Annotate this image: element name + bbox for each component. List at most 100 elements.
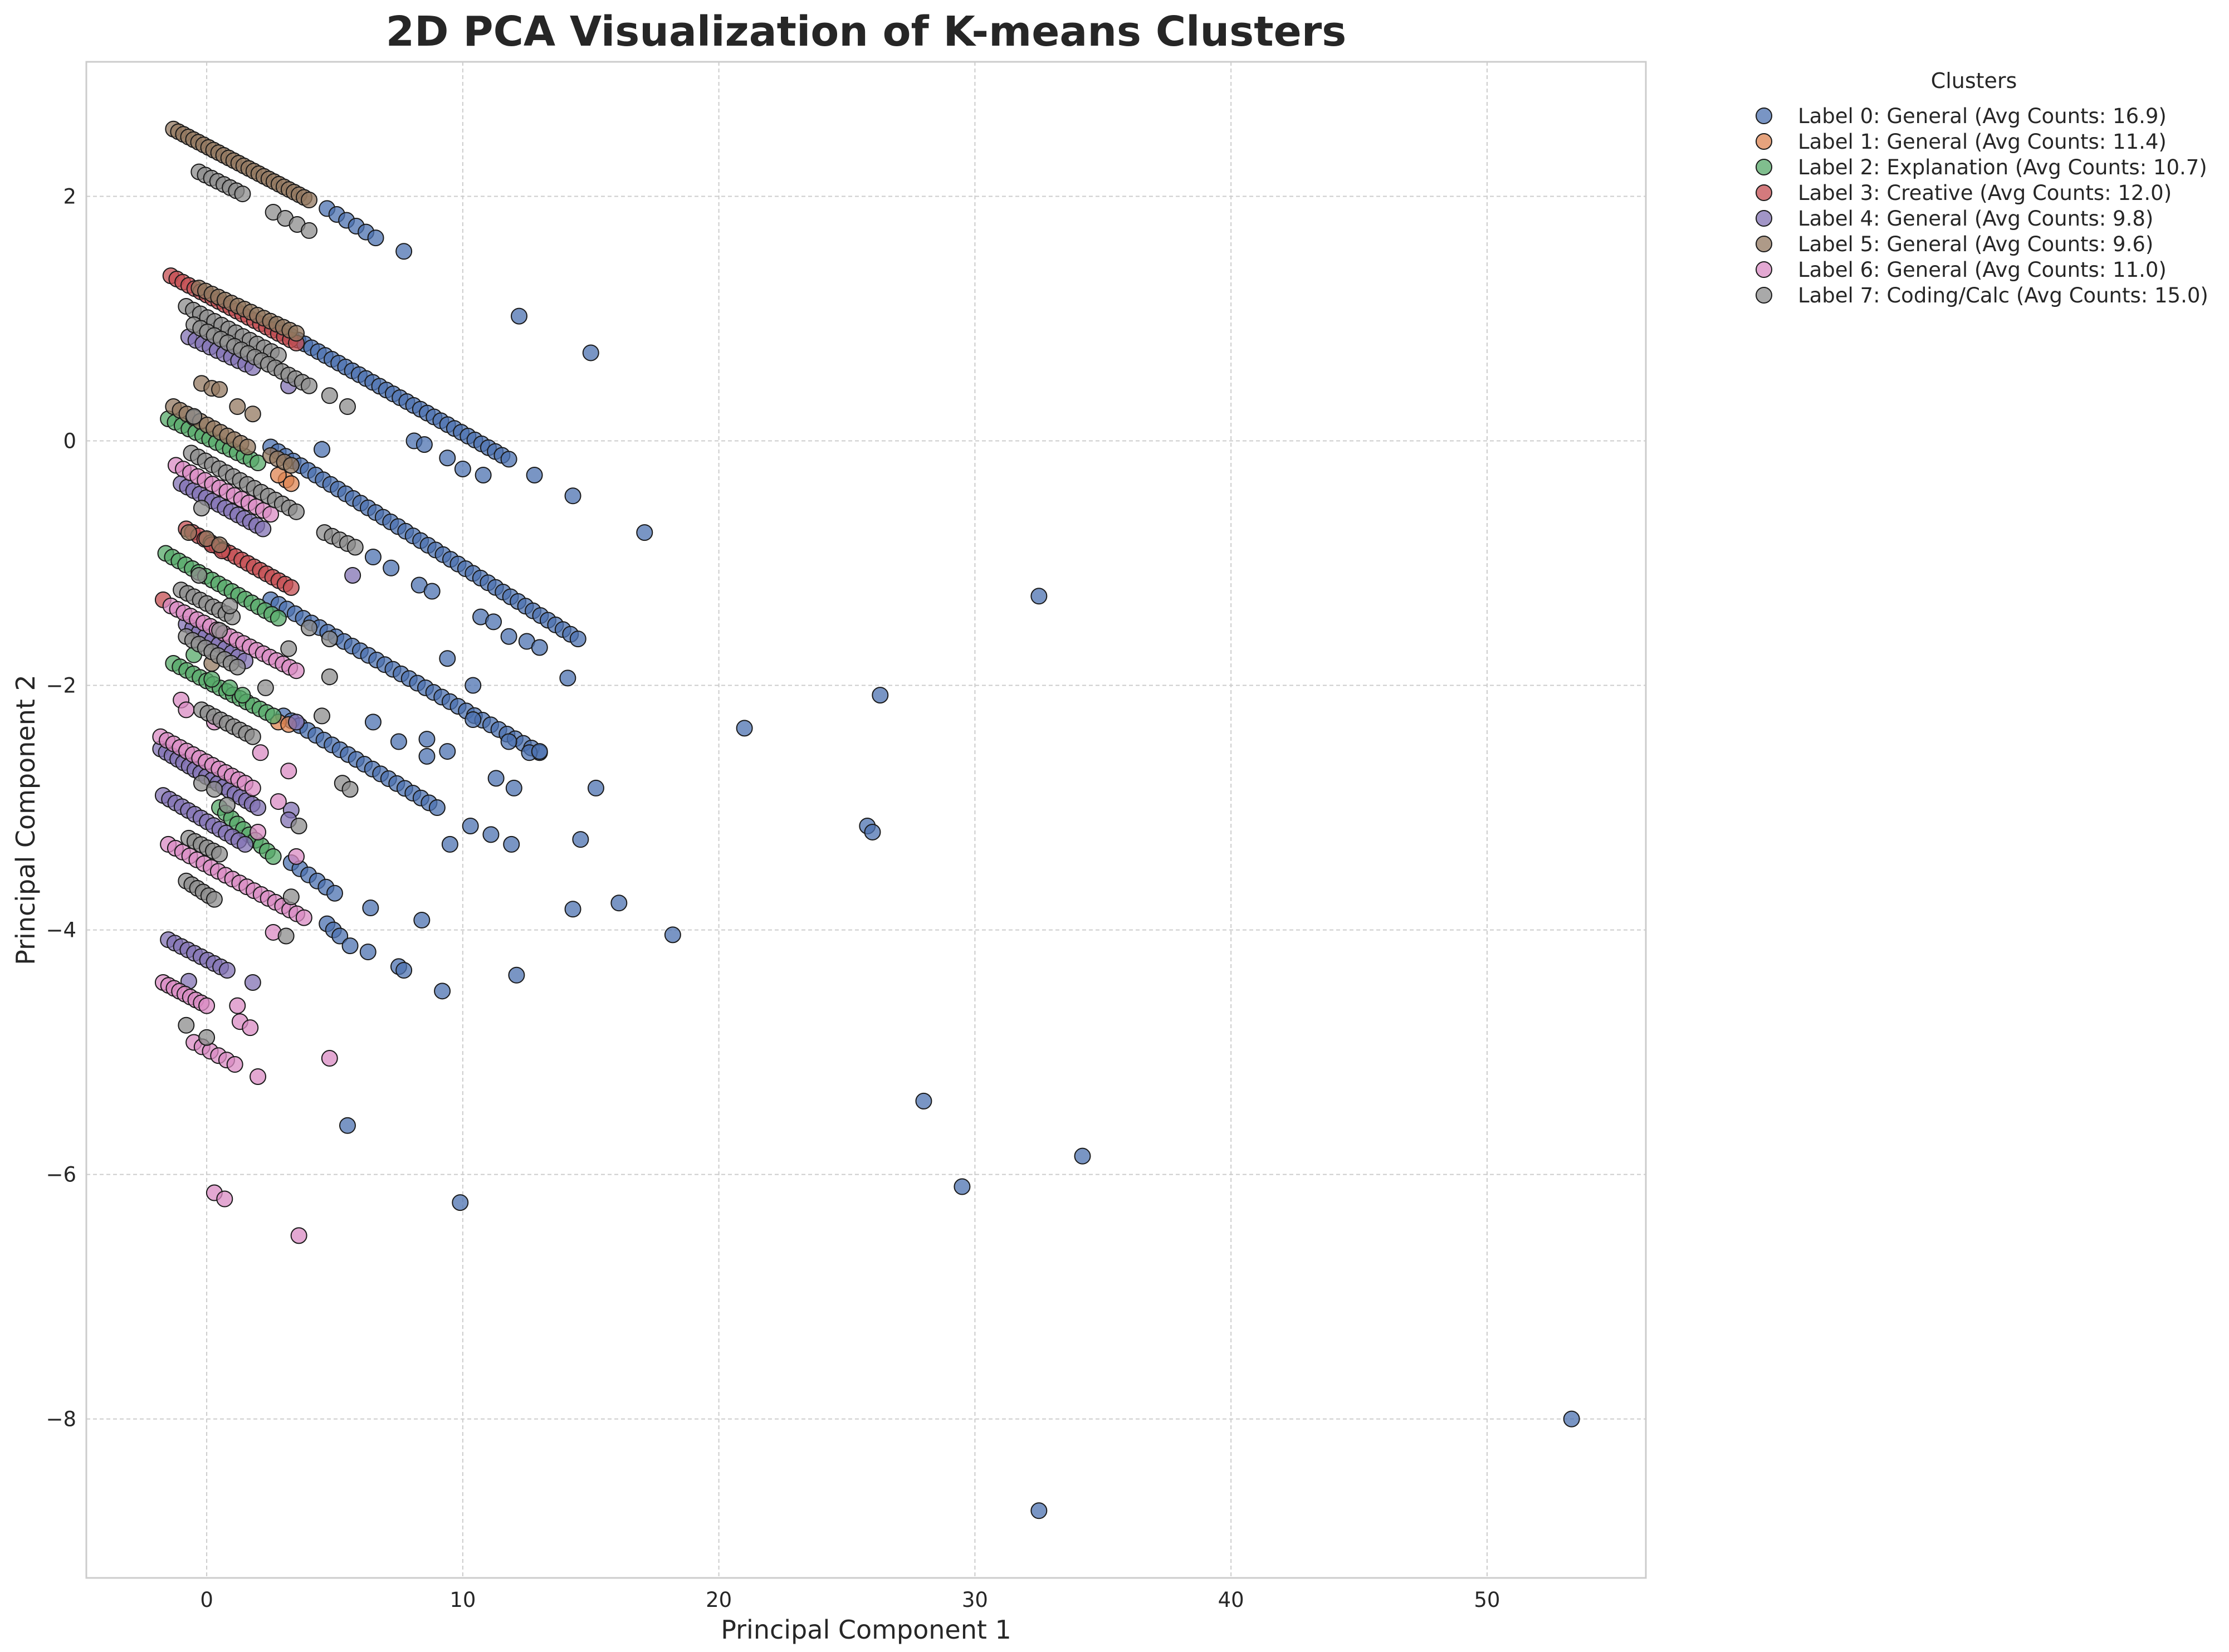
data-point [872, 687, 889, 704]
data-point [288, 713, 305, 731]
data-point [178, 701, 195, 719]
data-point [395, 962, 413, 979]
legend-marker [1756, 236, 1772, 252]
data-point [434, 983, 451, 1000]
data-point [203, 671, 221, 688]
data-point [301, 619, 317, 637]
series-6 [152, 457, 338, 1244]
legend-marker [1756, 184, 1772, 201]
legend-entry: Label 6: General (Avg Counts: 11.0) [1756, 258, 2167, 282]
legend-title: Clusters [1931, 69, 2017, 93]
data-point [244, 974, 261, 991]
data-point [244, 728, 261, 745]
data-point [290, 817, 307, 834]
data-point [288, 503, 305, 520]
data-point [367, 229, 384, 247]
legend-marker [1756, 261, 1772, 278]
legend-label: Label 6: General (Avg Counts: 11.0) [1798, 258, 2167, 282]
data-point [282, 457, 300, 474]
data-point [265, 848, 282, 865]
legend-marker [1756, 210, 1772, 227]
data-point [252, 744, 269, 761]
series-0 [262, 200, 1580, 1519]
y-tick-label: −6 [46, 1163, 76, 1187]
data-point [500, 733, 517, 750]
data-point [452, 1194, 469, 1211]
y-tick-label: −2 [46, 674, 76, 698]
data-point [636, 524, 653, 541]
data-point [326, 884, 343, 902]
data-point [344, 566, 361, 584]
x-tick-label: 0 [200, 1588, 213, 1612]
data-point [485, 613, 502, 631]
data-point [313, 441, 330, 458]
data-point [282, 579, 300, 596]
data-point [234, 185, 251, 203]
data-point [265, 707, 282, 725]
data-point [282, 888, 300, 906]
data-point [346, 539, 364, 556]
series-7 [173, 163, 364, 1046]
legend-entry: Label 7: Coding/Calc (Avg Counts: 15.0) [1756, 284, 2208, 307]
data-point [282, 475, 300, 492]
x-tick-label: 50 [1474, 1588, 1500, 1612]
data-point [270, 609, 287, 627]
data-point [864, 823, 881, 840]
data-point [288, 325, 305, 342]
data-point [277, 927, 295, 945]
data-point [270, 793, 287, 810]
data-point [206, 891, 223, 908]
data-point [206, 781, 223, 798]
data-point [339, 398, 356, 416]
legend-marker [1756, 287, 1772, 304]
data-point [503, 835, 520, 853]
data-point [439, 650, 456, 667]
data-point [313, 707, 330, 725]
data-point [418, 747, 436, 765]
data-point [341, 937, 359, 955]
data-point [462, 817, 479, 834]
data-point [362, 900, 379, 917]
data-point [564, 901, 581, 918]
data-point [218, 796, 236, 814]
data-point [1563, 1410, 1580, 1428]
data-point [569, 631, 586, 648]
legend: Clusters Label 0: General (Avg Counts: 1… [1756, 69, 2208, 307]
data-point [582, 344, 599, 361]
data-point [226, 1056, 243, 1073]
x-tick-label: 40 [1218, 1588, 1244, 1612]
data-point [198, 997, 216, 1014]
data-point [229, 997, 246, 1014]
data-point [321, 668, 338, 686]
data-point [331, 927, 349, 945]
legend-label: Label 1: General (Avg Counts: 11.4) [1798, 130, 2167, 154]
data-point [211, 536, 228, 554]
x-tick-label: 10 [449, 1588, 476, 1612]
data-point [441, 835, 458, 853]
data-point [288, 662, 305, 680]
data-point [301, 192, 317, 209]
legend-entry: Label 1: General (Avg Counts: 11.4) [1756, 130, 2167, 154]
legend-entry: Label 3: Creative (Avg Counts: 12.0) [1756, 181, 2172, 205]
data-point [244, 779, 261, 796]
x-tick-label: 30 [962, 1588, 988, 1612]
legend-label: Label 0: General (Avg Counts: 16.9) [1798, 104, 2167, 128]
data-point [229, 658, 246, 676]
data-point [439, 449, 456, 467]
data-point [383, 559, 400, 576]
data-point [439, 743, 456, 760]
data-point [395, 243, 413, 260]
data-point [364, 713, 382, 731]
data-point [211, 845, 228, 863]
data-point [211, 381, 228, 398]
data-point [295, 909, 312, 926]
data-point [242, 1019, 259, 1037]
data-point [531, 743, 548, 760]
data-point [413, 912, 431, 929]
data-point [359, 944, 377, 961]
y-tick-label: 0 [63, 429, 76, 453]
data-point [587, 779, 604, 796]
data-point [193, 500, 210, 517]
data-point [218, 962, 236, 979]
